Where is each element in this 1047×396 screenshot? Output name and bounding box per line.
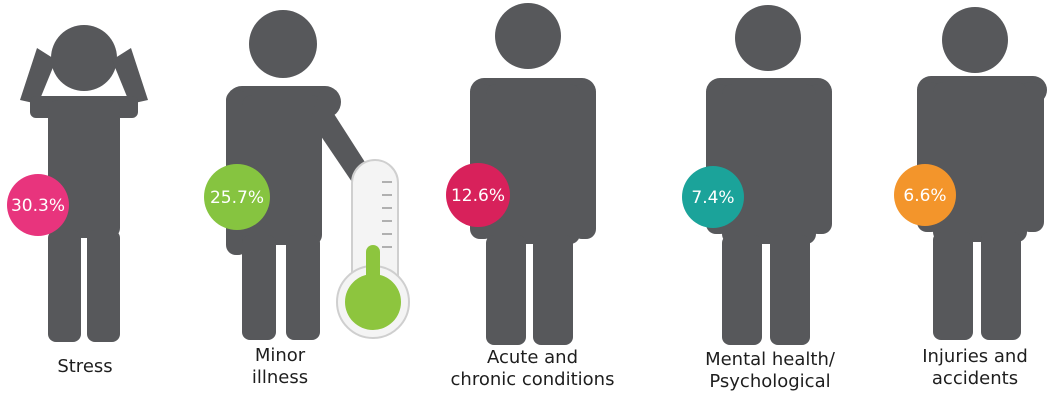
minor-illness-label-line-1: Minor [254,345,306,366]
injuries-label: Injuries and accidents [905,346,1045,390]
stress-badge [7,174,69,236]
acute-chronic-label: Acute and chronic conditions [425,347,640,391]
mental-health-percent: 7.4% [691,188,734,208]
injuries-label-line-1: Injuries and [922,346,1028,367]
mental-health-label-line-1: Mental health/ [705,349,835,370]
injuries-badge [894,164,956,226]
injuries-figure [917,7,1047,340]
stress-percent: 30.3% [11,196,65,216]
mental-health-label-line-2: Psychological [709,371,831,392]
acute-chronic-percent: 12.6% [451,186,505,206]
stress-label: Stress [35,356,135,378]
mental-health-badge [682,166,744,228]
mental-health-label: Mental health/ Psychological [680,349,860,393]
minor-illness-percent: 25.7% [210,188,264,208]
acute-chronic-figure [470,3,596,345]
injuries-label-line-2: accidents [931,368,1019,389]
stress-label-line-1: Stress [57,356,113,377]
minor-illness-label: Minor illness [230,345,330,389]
acute-chronic-label-line-2: chronic conditions [450,369,615,390]
injuries-percent: 6.6% [903,186,946,206]
minor-illness-label-line-2: illness [251,367,309,388]
thermometer-icon [336,159,410,339]
acute-chronic-label-line-1: Acute and [486,347,579,368]
acute-chronic-badge [446,163,510,227]
minor-illness-badge [204,164,270,230]
